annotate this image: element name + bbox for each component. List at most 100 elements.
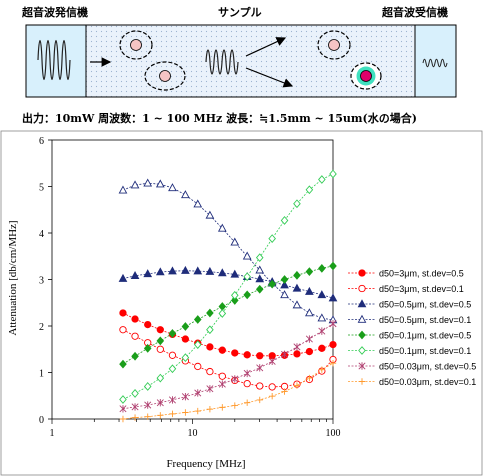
data-point: [156, 373, 165, 383]
data-point: [181, 322, 190, 331]
data-point: [206, 308, 214, 318]
data-point: [205, 210, 215, 219]
series-3: [118, 178, 338, 324]
data-point: [243, 272, 251, 282]
data-point: [280, 216, 289, 225]
data-point: [305, 308, 314, 317]
legend: d50=3μm, st.dev=0.5 d50=3μm, st.dev=0.1 d5…: [348, 269, 476, 387]
data-point: [168, 266, 177, 275]
x-axis-label: Frequency [MHz]: [166, 458, 245, 470]
data-point: [255, 253, 264, 263]
series-line: [122, 323, 334, 410]
data-point: [243, 369, 251, 378]
data-point: [329, 261, 337, 271]
data-point: [155, 267, 165, 276]
data-point: [130, 271, 140, 280]
data-point: [329, 169, 337, 179]
data-point: [219, 404, 226, 411]
data-point: [144, 413, 151, 420]
data-point: [255, 284, 264, 294]
legend-entry: d50=3μm, st.dev=0.1: [348, 284, 464, 294]
data-point: [206, 406, 214, 413]
data-point: [318, 366, 326, 373]
data-point: [156, 345, 164, 353]
data-point: [181, 392, 189, 401]
data-point: [268, 234, 276, 243]
legend-marker: [358, 378, 366, 385]
specs-text: 出力：10mW 周波数：1 ~ 100 MHz 波長：≒1.5mm ~ 15um…: [22, 112, 417, 125]
data-point: [206, 367, 214, 376]
data-point: [243, 380, 251, 388]
data-point: [280, 280, 289, 289]
data-point: [169, 410, 176, 418]
legend-entry: d50=0.1μm, st.dev=0.5: [348, 331, 471, 341]
data-point: [144, 401, 152, 409]
data-point: [119, 326, 127, 334]
data-point: [329, 340, 337, 349]
data-point: [156, 336, 165, 346]
legend-label: d50=0.1μm, st.dev=0.1: [379, 346, 471, 356]
data-point: [182, 409, 189, 416]
legend-label: d50=0.03μm, st.dev=0.1: [379, 377, 476, 387]
data-point: [280, 290, 289, 299]
y-tick-label: 0: [39, 415, 44, 426]
sample-label: サンプル: [218, 6, 262, 19]
x-tick-label: 10: [188, 428, 198, 439]
x-tick-label: 1: [50, 428, 55, 439]
data-point: [218, 372, 226, 380]
data-point: [131, 351, 139, 361]
y-tick-label: 3: [39, 276, 44, 287]
legend-marker: [357, 299, 367, 308]
legend-label: d50=0.03μm, st.dev=0.5: [379, 362, 476, 372]
data-point: [256, 352, 264, 360]
data-point: [281, 350, 289, 359]
data-point: [131, 403, 139, 411]
data-point: [231, 296, 239, 305]
data-point: [242, 251, 252, 260]
transmitter-box: [25, 24, 87, 98]
data-point: [168, 183, 177, 192]
data-point: [156, 326, 164, 334]
sample-chamber: [25, 24, 457, 98]
data-point: [305, 286, 314, 295]
data-point: [194, 389, 202, 397]
data-point: [206, 343, 214, 351]
data-point: [157, 412, 164, 419]
x-tick-label: 100: [326, 428, 341, 439]
data-point: [181, 265, 190, 274]
data-point: [181, 335, 190, 343]
chart-frame: [0, 130, 483, 476]
data-point: [305, 267, 314, 276]
data-point: [143, 343, 152, 353]
data-point: [281, 388, 288, 395]
data-point: [193, 315, 202, 324]
data-point: [131, 389, 139, 398]
data-point: [268, 279, 276, 289]
legend-label: d50=0.5μm, st.dev=0.1: [379, 315, 471, 325]
y-axis-label: Attenuation [db/cm/MHz]: [7, 220, 19, 335]
series-7: [119, 360, 337, 423]
received-wave-icon: [422, 58, 448, 68]
data-point: [119, 309, 127, 317]
data-point: [243, 351, 251, 359]
legend-entry: d50=0.03μm, st.dev=0.1: [348, 377, 476, 387]
transmitted-wave-icon: [37, 39, 71, 81]
receiver-label: 超音波受信機: [382, 6, 448, 19]
data-point: [131, 414, 139, 421]
data-point: [181, 190, 190, 199]
data-point: [168, 396, 176, 404]
data-point: [194, 362, 202, 371]
data-point: [328, 293, 338, 302]
y-tick-label: 1: [39, 369, 44, 380]
legend-marker: [358, 269, 366, 277]
particle-icon: [144, 61, 186, 91]
legend-marker: [358, 362, 366, 370]
legend-marker: [358, 330, 366, 340]
data-point: [293, 350, 301, 358]
data-point: [292, 283, 302, 292]
data-point: [144, 320, 152, 329]
data-point: [143, 269, 153, 278]
legend-label: d50=0.5μm, st.dev=0.5: [379, 300, 471, 310]
series-4: [119, 261, 337, 369]
